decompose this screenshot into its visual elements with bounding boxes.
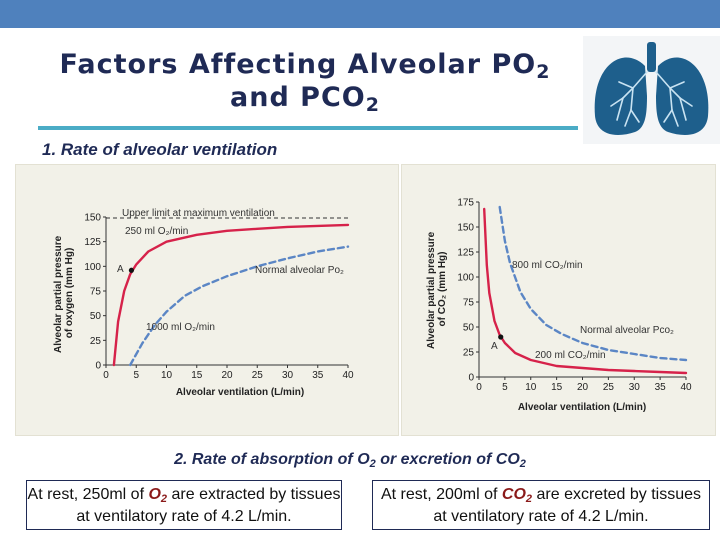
o2-x-tick-label: 15 xyxy=(191,370,203,381)
co2-x-tick-label: 5 xyxy=(502,382,508,393)
o2-x-tick-label: 20 xyxy=(221,370,233,381)
o2-x-tick-label: 0 xyxy=(103,370,109,381)
co2-rest-note: At rest, 200ml of CO2 are excreted by ti… xyxy=(372,480,710,530)
co2-gas-label: CO2 xyxy=(501,486,533,505)
o2-gas-label: O2 xyxy=(148,486,168,505)
co2-plot-area: 0 5 10 15 20 25 30 35 40 0 25 50 75 100 125 150 175 xyxy=(457,198,692,394)
o2-y-tick-label: 25 xyxy=(90,336,102,347)
o2-x-tick-label: 25 xyxy=(252,370,264,381)
co2-normal-label: Normal alveolar Pco₂ xyxy=(580,325,674,336)
title-underline xyxy=(38,126,578,130)
co2-chart-xlabel: Alveolar ventilation (L/min) xyxy=(518,402,646,413)
o2-y-tick-label: 125 xyxy=(84,237,101,248)
o2-x-tick-label: 30 xyxy=(282,370,294,381)
co2-x-tick-label: 20 xyxy=(577,382,589,393)
co2-y-tick-label: 125 xyxy=(457,248,474,259)
o2-x-tick-label: 5 xyxy=(133,370,139,381)
o2-chart-xlabel: Alveolar ventilation (L/min) xyxy=(176,387,304,398)
o2-rest-note: At rest, 250ml of O2 are extracted by ti… xyxy=(26,480,342,530)
o2-y-tick-label: 0 xyxy=(95,361,101,372)
co2-y-tick-label: 175 xyxy=(457,198,474,209)
o2-chart-ylabel: Alveolar partial pressure of oxygen (mm … xyxy=(53,233,75,353)
co2-series-200-label: 200 ml CO₂/min xyxy=(535,350,606,361)
co2-chart-panel: 0 5 10 15 20 25 30 35 40 0 25 50 75 100 125 150 175 Alve… xyxy=(401,164,716,436)
lungs-icon xyxy=(594,42,709,135)
co2-x-tick-label: 25 xyxy=(603,382,615,393)
co2-y-tick-label: 100 xyxy=(457,273,474,284)
co2-series-solid-line xyxy=(482,207,688,375)
o2-chart-panel: 0 5 10 15 20 25 30 35 40 0 25 50 75 100 125 150 Alveola… xyxy=(15,164,399,436)
o2-series-solid-line xyxy=(112,223,350,367)
co2-y-tick-label: 0 xyxy=(468,373,474,384)
co2-x-tick-label: 30 xyxy=(629,382,641,393)
o2-x-tick-label: 40 xyxy=(342,370,354,381)
o2-ventilation-chart: 0 5 10 15 20 25 30 35 40 0 25 50 75 100 125 150 Alveola… xyxy=(53,208,354,398)
o2-plot-area: 0 5 10 15 20 25 30 35 40 0 25 50 75 100 125 150 xyxy=(84,213,354,382)
co2-chart-ylabel: Alveolar partial pressure of CO₂ (mm Hg) xyxy=(426,229,448,349)
factor-2-heading: 2. Rate of absorption of O2 or excretion… xyxy=(174,451,526,470)
co2-x-tick-label: 35 xyxy=(655,382,667,393)
co2-x-tick-label: 10 xyxy=(525,382,537,393)
co2-y-tick-label: 75 xyxy=(463,298,475,309)
o2-y-tick-label: 100 xyxy=(84,262,101,273)
o2-y-tick-label: 75 xyxy=(90,287,102,298)
co2-series-dashed-line xyxy=(498,205,688,362)
o2-series-1000-label: 1000 ml O₂/min xyxy=(146,322,215,333)
co2-x-tick-label: 40 xyxy=(680,382,692,393)
o2-reference-label: Upper limit at maximum ventilation xyxy=(122,208,275,219)
co2-y-tick-label: 150 xyxy=(457,223,474,234)
o2-x-tick-label: 10 xyxy=(161,370,173,381)
co2-x-tick-label: 15 xyxy=(551,382,563,393)
o2-normal-label: Normal alveolar Po₂ xyxy=(255,265,344,276)
title-line-1: Factors Affecting Alveolar PO2 xyxy=(59,49,551,83)
o2-x-tick-label: 35 xyxy=(312,370,324,381)
top-accent-bar xyxy=(0,0,720,28)
co2-point-a-marker xyxy=(498,334,504,340)
factor-1-heading: 1. Rate of alveolar ventilation xyxy=(42,140,278,159)
co2-point-a-label: A xyxy=(491,341,498,352)
co2-series-800-label: 800 ml CO₂/min xyxy=(512,260,583,271)
o2-point-a-marker xyxy=(128,267,135,273)
co2-x-tick-label: 0 xyxy=(476,382,482,393)
o2-point-a-label: A xyxy=(117,264,124,275)
o2-y-tick-label: 150 xyxy=(84,213,101,224)
co2-ventilation-chart: 0 5 10 15 20 25 30 35 40 0 25 50 75 100 125 150 175 Alve… xyxy=(426,198,692,414)
co2-y-tick-label: 50 xyxy=(463,323,475,334)
title-line-2: and PCO2 xyxy=(230,82,380,116)
o2-y-tick-label: 50 xyxy=(90,311,102,322)
o2-series-250-label: 250 ml O₂/min xyxy=(125,226,188,237)
slide-title: Factors Affecting Alveolar PO2 and PCO2 xyxy=(20,48,590,116)
co2-y-tick-label: 25 xyxy=(463,348,475,359)
o2-series-dashed-line xyxy=(128,245,350,367)
lungs-illustration xyxy=(583,36,720,144)
